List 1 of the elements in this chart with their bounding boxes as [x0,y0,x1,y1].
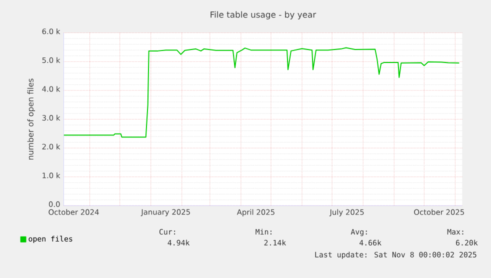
chart-title: File table usage - by year [210,11,316,20]
